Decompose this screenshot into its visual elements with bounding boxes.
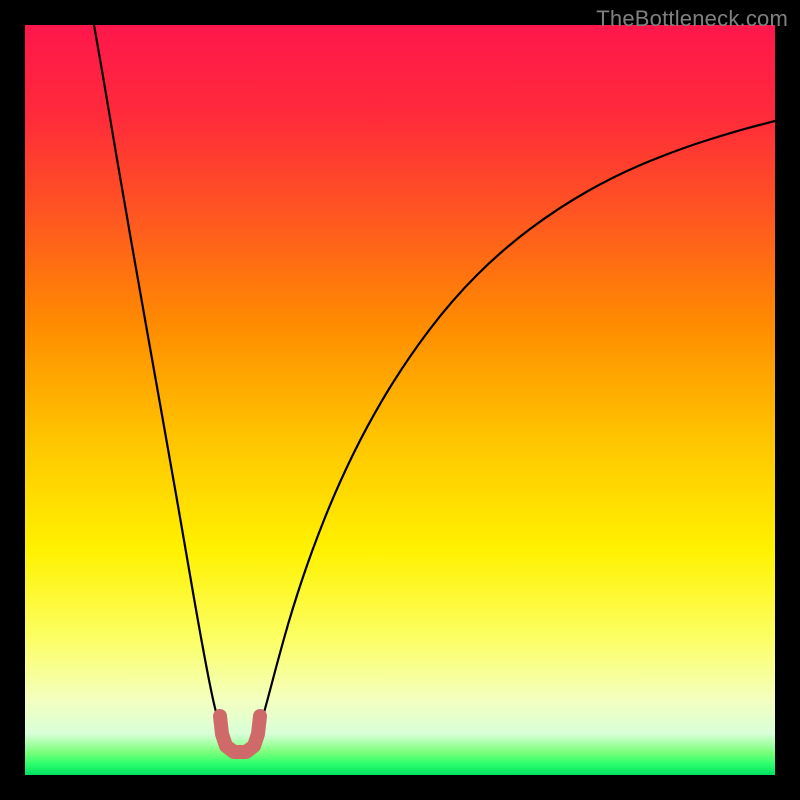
gradient-background bbox=[25, 25, 775, 775]
watermark-text: TheBottleneck.com bbox=[596, 6, 788, 32]
chart-frame: TheBottleneck.com bbox=[0, 0, 800, 800]
chart-svg bbox=[0, 0, 800, 800]
